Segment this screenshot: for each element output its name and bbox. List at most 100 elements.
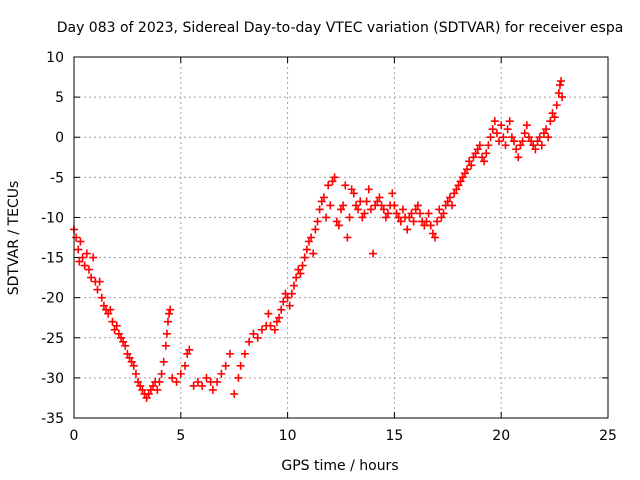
plot-frame xyxy=(73,56,609,419)
data-point xyxy=(84,265,93,274)
data-point xyxy=(501,141,510,150)
data-point xyxy=(558,93,567,102)
data-point xyxy=(554,89,563,98)
data-point xyxy=(546,117,555,126)
grid-lines xyxy=(74,57,608,418)
data-point xyxy=(257,325,266,334)
data-point xyxy=(311,225,320,234)
data-point xyxy=(208,385,217,394)
data-point xyxy=(193,377,202,386)
data-point xyxy=(524,133,533,142)
data-point xyxy=(377,201,386,210)
data-point xyxy=(110,325,119,334)
data-point xyxy=(480,157,489,166)
data-point xyxy=(114,329,123,338)
data-point xyxy=(507,133,516,142)
data-point xyxy=(116,333,125,342)
data-point xyxy=(539,129,548,138)
data-point xyxy=(104,309,113,318)
y-tick-label: 5 xyxy=(55,90,64,106)
x-tick-label: 25 xyxy=(599,428,617,444)
x-axis-label: GPS time / hours xyxy=(281,458,398,474)
data-point xyxy=(544,133,553,142)
data-point xyxy=(307,233,316,242)
data-point xyxy=(537,141,546,150)
data-point xyxy=(322,213,331,222)
data-point xyxy=(275,313,284,322)
data-point xyxy=(153,385,162,394)
data-point xyxy=(435,205,444,214)
data-point xyxy=(290,281,299,290)
data-point xyxy=(99,301,108,310)
chart-title: Day 083 of 2023, Sidereal Day-to-day VTE… xyxy=(57,20,624,36)
data-point xyxy=(550,113,559,122)
data-point xyxy=(138,385,147,394)
data-point xyxy=(181,361,190,370)
x-tick-label: 5 xyxy=(176,428,185,444)
data-point xyxy=(349,189,358,198)
data-point xyxy=(285,301,294,310)
data-point xyxy=(392,209,401,218)
data-point xyxy=(448,201,457,210)
data-point xyxy=(520,129,529,138)
data-point xyxy=(283,293,292,302)
data-point xyxy=(159,357,168,366)
data-point xyxy=(221,361,230,370)
data-point xyxy=(330,173,339,182)
data-point xyxy=(240,349,249,358)
data-point xyxy=(157,369,166,378)
data-point xyxy=(405,213,414,222)
x-tick-label: 0 xyxy=(70,428,79,444)
data-point xyxy=(264,309,273,318)
data-point xyxy=(319,193,328,202)
data-point xyxy=(510,137,519,146)
x-tick-label: 20 xyxy=(492,428,510,444)
data-point xyxy=(121,341,130,350)
data-point xyxy=(518,137,527,146)
data-point xyxy=(300,253,309,262)
data-point xyxy=(277,305,286,314)
data-point xyxy=(75,257,84,266)
data-point xyxy=(458,173,467,182)
data-point xyxy=(450,189,459,198)
x-tick-label: 10 xyxy=(279,428,297,444)
data-point xyxy=(512,145,521,154)
data-point xyxy=(136,381,145,390)
data-point xyxy=(123,349,132,358)
data-point xyxy=(362,197,371,206)
data-point xyxy=(168,373,177,382)
data-point xyxy=(454,181,463,190)
data-point xyxy=(426,221,435,230)
data-point xyxy=(529,141,538,150)
y-tick-label: -5 xyxy=(50,170,64,186)
data-point xyxy=(298,261,307,270)
data-point xyxy=(354,205,363,214)
data-point xyxy=(548,109,557,118)
data-point xyxy=(80,261,89,270)
data-point xyxy=(398,205,407,214)
data-point xyxy=(364,185,373,194)
data-point xyxy=(165,309,174,318)
data-point xyxy=(324,181,333,190)
data-point xyxy=(304,237,313,246)
data-point xyxy=(272,317,281,326)
data-point xyxy=(407,209,416,218)
y-tick-label: -30 xyxy=(41,371,64,387)
data-point xyxy=(279,297,288,306)
data-point xyxy=(486,133,495,142)
data-point xyxy=(144,389,153,398)
data-point xyxy=(78,253,87,262)
data-point xyxy=(555,81,564,90)
data-point xyxy=(495,137,504,146)
data-point xyxy=(433,217,442,226)
data-point xyxy=(557,77,566,86)
data-point xyxy=(516,141,525,150)
data-point xyxy=(266,321,275,330)
data-point xyxy=(383,209,392,218)
data-point xyxy=(172,377,181,386)
data-point xyxy=(270,325,279,334)
data-point xyxy=(149,381,158,390)
data-point xyxy=(326,201,335,210)
data-point xyxy=(176,369,185,378)
data-point xyxy=(131,369,140,378)
